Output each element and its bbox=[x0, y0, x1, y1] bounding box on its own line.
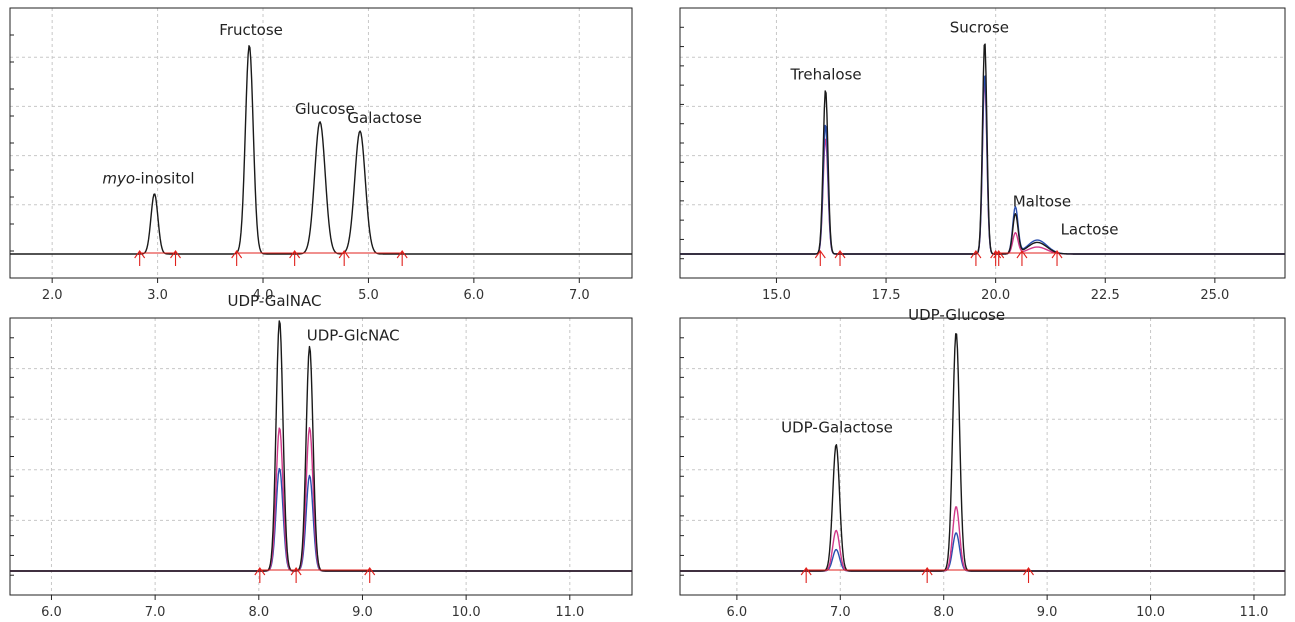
trace-series-1 bbox=[10, 427, 632, 572]
integration-marker bbox=[289, 250, 301, 266]
trace-series-2 bbox=[10, 320, 632, 572]
x-tick-label: 7.0 bbox=[569, 288, 590, 303]
integration-marker bbox=[231, 250, 243, 266]
peak-label-text: UDP-GlcNAC bbox=[307, 326, 400, 344]
integration-marker bbox=[290, 567, 302, 583]
peak-label-italic: myo bbox=[102, 170, 135, 188]
integration-marker bbox=[364, 567, 376, 583]
x-tick-label: 17.5 bbox=[872, 288, 901, 303]
plot-frame bbox=[679, 317, 1286, 596]
trace-series-2 bbox=[680, 333, 1285, 572]
x-tick-label: 22.5 bbox=[1091, 288, 1120, 303]
x-tick-label: 15.0 bbox=[762, 288, 791, 303]
x-tick-label: 7.0 bbox=[830, 605, 851, 620]
peak-label-text: UDP-GalNAC bbox=[228, 292, 322, 310]
integration-marker bbox=[1023, 567, 1034, 583]
x-tick-label: 11.0 bbox=[555, 605, 584, 620]
peak-label: UDP-GalNAC bbox=[228, 292, 322, 310]
x-tick-label: 4.0 bbox=[253, 288, 274, 303]
trace-series-1 bbox=[680, 506, 1285, 572]
integration-marker bbox=[814, 250, 826, 266]
peak-label: Fructose bbox=[219, 21, 283, 39]
x-tick-label: 5.0 bbox=[358, 288, 379, 303]
udp-hexnac-chromatogram: 6.0 7.0 8.0 9.0 10.0 11.0 UDP-GalNAC UDP-GlcNAC bbox=[9, 292, 633, 620]
peak-label-text: Fructose bbox=[219, 21, 283, 39]
plot-frame bbox=[9, 317, 633, 596]
peak-label-text: Trehalose bbox=[790, 65, 862, 83]
integration-marker bbox=[170, 250, 181, 266]
trace-series-2 bbox=[680, 43, 1285, 255]
x-tick-label: 10.0 bbox=[452, 605, 481, 620]
integration-marker bbox=[834, 250, 846, 266]
integration-marker bbox=[970, 250, 982, 266]
x-tick-label: 9.0 bbox=[1037, 605, 1058, 620]
peak-label-text: Maltose bbox=[1013, 193, 1071, 211]
x-tick-label: 11.0 bbox=[1239, 605, 1268, 620]
x-tick-label: 3.0 bbox=[147, 288, 168, 303]
x-tick-label: 8.0 bbox=[248, 605, 269, 620]
peak-label: Sucrose bbox=[950, 19, 1009, 37]
disaccharide-chromatogram: 15.0 17.5 20.0 22.5 25.0 Trehalose Sucrose Malt… bbox=[679, 7, 1286, 303]
peak-label-text: Sucrose bbox=[950, 19, 1009, 37]
integration-marker bbox=[1051, 250, 1063, 266]
x-tick-label: 8.0 bbox=[933, 605, 954, 620]
peak-label: Maltose bbox=[1013, 193, 1071, 211]
plot-frame bbox=[9, 7, 633, 279]
integration-marker bbox=[1016, 250, 1028, 266]
integration-marker bbox=[921, 567, 933, 583]
x-tick-label: 6.0 bbox=[41, 605, 62, 620]
peak-label-text: UDP-Galactose bbox=[781, 418, 893, 436]
peak-label: UDP-Glucose bbox=[908, 306, 1005, 324]
peak-label: myo-inositol bbox=[102, 170, 194, 188]
integration-marker bbox=[254, 567, 266, 583]
peak-label-text: UDP-Glucose bbox=[908, 306, 1005, 324]
udp-hexose-chromatogram: 6.0 7.0 8.0 9.0 10.0 11.0 UDP-Galactose UDP-Glu… bbox=[679, 306, 1286, 620]
peak-label: Galactose bbox=[347, 109, 422, 127]
trace-series-0 bbox=[680, 532, 1285, 572]
peak-label-text: Galactose bbox=[347, 109, 422, 127]
peak-label-text: Lactose bbox=[1061, 220, 1119, 238]
x-tick-label: 10.0 bbox=[1136, 605, 1165, 620]
trace-series-0 bbox=[10, 467, 632, 572]
peak-label: UDP-GlcNAC bbox=[307, 326, 400, 344]
peak-label: Trehalose bbox=[790, 65, 862, 83]
integration-marker bbox=[338, 250, 350, 266]
peak-label: Lactose bbox=[1061, 220, 1119, 238]
trace-series-0 bbox=[10, 45, 632, 255]
x-tick-label: 25.0 bbox=[1200, 288, 1229, 303]
peak-label: Glucose bbox=[295, 100, 355, 118]
integration-marker bbox=[800, 567, 812, 583]
peak-label-text: Glucose bbox=[295, 100, 355, 118]
x-tick-label: 2.0 bbox=[42, 288, 63, 303]
x-tick-label: 6.0 bbox=[727, 605, 748, 620]
x-tick-label: 7.0 bbox=[145, 605, 166, 620]
peak-label-text: -inositol bbox=[135, 170, 194, 188]
x-tick-label: 9.0 bbox=[352, 605, 373, 620]
integration-marker bbox=[993, 250, 1005, 266]
peak-label: UDP-Galactose bbox=[781, 418, 893, 436]
x-tick-label: 20.0 bbox=[981, 288, 1010, 303]
integration-marker bbox=[134, 250, 146, 266]
integration-marker bbox=[396, 250, 408, 266]
x-tick-label: 6.0 bbox=[464, 288, 485, 303]
monosaccharide-chromatogram: 2.0 3.0 4.0 5.0 6.0 7.0 myo-inositol Fructose Gl… bbox=[9, 7, 633, 303]
